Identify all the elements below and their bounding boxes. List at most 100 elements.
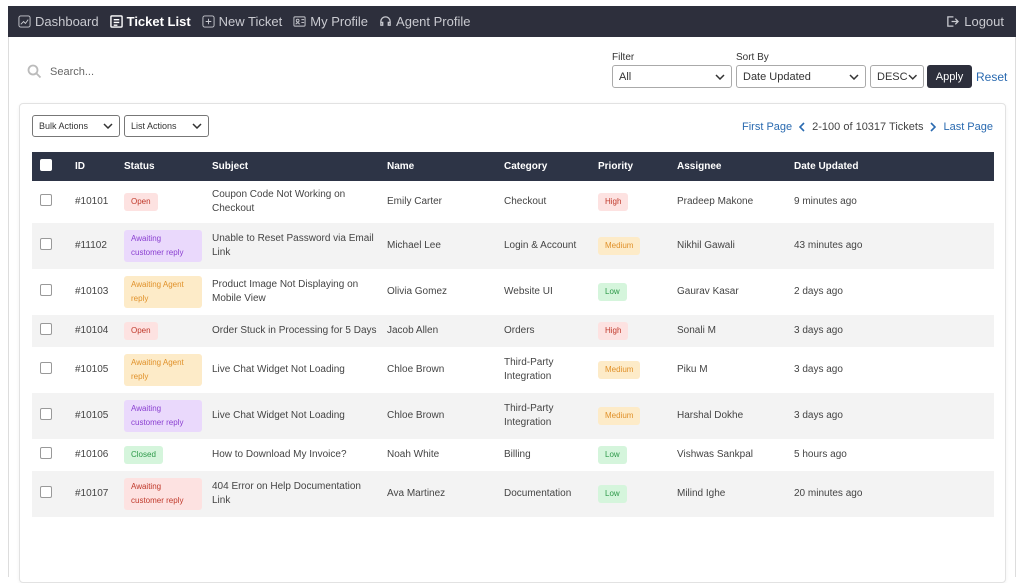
- assignee: Gaurav Kasar: [677, 286, 739, 297]
- priority-badge: Low: [598, 283, 627, 301]
- nav-agent-profile[interactable]: Agent Profile: [379, 14, 470, 29]
- status-badge: Awaiting customer reply: [124, 400, 202, 432]
- priority-badge: Medium: [598, 407, 641, 425]
- date-updated: 5 hours ago: [794, 449, 847, 460]
- checkbox[interactable]: [40, 322, 52, 335]
- status-badge: Open: [124, 193, 158, 211]
- category: Billing: [504, 449, 531, 460]
- checkbox[interactable]: [40, 159, 52, 171]
- subject: Live Chat Widget Not Loading: [212, 364, 345, 375]
- ticket-row[interactable]: #10105 Awaiting customer reply Live Chat W…: [32, 393, 994, 439]
- priority-badge: Medium: [598, 237, 641, 255]
- nav-label: My Profile: [310, 14, 369, 29]
- select-cell: [32, 315, 75, 347]
- filter-select[interactable]: All: [612, 65, 732, 88]
- priority-cell: High: [598, 181, 677, 223]
- reset-link[interactable]: Reset: [976, 70, 1008, 84]
- nav-new-ticket[interactable]: New Ticket: [202, 14, 283, 29]
- checkbox[interactable]: [40, 446, 52, 459]
- list-actions[interactable]: List Actions: [124, 115, 209, 137]
- next-icon[interactable]: [930, 122, 937, 132]
- checkbox[interactable]: [40, 407, 52, 420]
- checkbox[interactable]: [40, 193, 52, 206]
- search-box[interactable]: Search...: [27, 64, 94, 79]
- last-page[interactable]: Last Page: [943, 121, 993, 133]
- nav-my-profile[interactable]: My Profile: [293, 14, 368, 29]
- table-body: #10101 Open Coupon Code Not Working on Che…: [32, 181, 994, 517]
- nav-ticket-list[interactable]: Ticket List: [109, 14, 191, 29]
- sort-select[interactable]: Date Updated: [736, 65, 866, 88]
- ticket-id: #11102: [75, 223, 124, 269]
- ticket-id: #10104: [75, 315, 124, 347]
- nav-label: Ticket List: [126, 14, 191, 29]
- assignee: Pradeep Makone: [677, 196, 754, 207]
- status-cell: Awaiting customer reply: [124, 223, 212, 269]
- first-page[interactable]: First Page: [742, 121, 793, 133]
- select-cell: [32, 269, 75, 315]
- priority-cell: Medium: [598, 347, 677, 393]
- category: Documentation: [504, 471, 598, 517]
- checkbox[interactable]: [40, 283, 52, 296]
- priority-cell: Low: [598, 269, 677, 315]
- select-cell: [32, 347, 75, 393]
- nav-bar: Dashboard Ticket List New Ticket My Prof…: [8, 6, 1016, 37]
- page: Dashboard Ticket List New Ticket My Prof…: [8, 6, 1016, 583]
- priority-cell: Low: [598, 471, 677, 517]
- ticket-row[interactable]: #10101 Open Coupon Code Not Working on Che…: [32, 181, 994, 223]
- header-row: ID Status Subject Name Category Priority Assig…: [32, 152, 994, 181]
- ticket-row[interactable]: #10106 Closed How to Download My Invoice? N…: [32, 439, 994, 471]
- select-value: All: [619, 70, 632, 83]
- priority-cell: Low: [598, 439, 677, 471]
- status-cell: Awaiting customer reply: [124, 471, 212, 517]
- subject: How to Download My Invoice?: [212, 449, 347, 460]
- status-cell: Closed: [124, 439, 212, 471]
- nav-dashboard[interactable]: Dashboard: [18, 14, 99, 29]
- select-cell: [32, 393, 75, 439]
- category: Orders: [504, 315, 598, 347]
- apply-button[interactable]: Apply: [927, 65, 972, 88]
- order-select[interactable]: DESC: [870, 65, 924, 88]
- ticket-row[interactable]: #10107 Awaiting customer reply 404 Error o…: [32, 471, 994, 517]
- ticket-row[interactable]: #10105 Awaiting Agent reply Live Chat Widg…: [32, 347, 994, 393]
- category: Third-Party Integration: [504, 393, 598, 439]
- status-cell: Awaiting Agent reply: [124, 347, 212, 393]
- bulk-actions[interactable]: Bulk Actions: [32, 115, 120, 137]
- checkbox[interactable]: [40, 361, 52, 374]
- select-value: List Actions: [131, 121, 177, 131]
- nav-label: New Ticket: [218, 14, 283, 29]
- customer-name: Emily Carter: [387, 196, 443, 207]
- customer-name: Chloe Brown: [387, 364, 445, 375]
- select-value: Bulk Actions: [39, 121, 89, 131]
- customer-name: Chloe Brown: [387, 393, 504, 439]
- ticket-id: #10103: [75, 286, 109, 297]
- column-header: Date Updated: [794, 152, 994, 181]
- ticket-row[interactable]: #10104 Open Order Stuck in Processing for …: [32, 315, 994, 347]
- select-value: Date Updated: [743, 70, 811, 83]
- ticket-id: #10105: [75, 364, 109, 375]
- priority-cell: High: [598, 315, 677, 347]
- ticket-id: #10106: [75, 449, 109, 460]
- select-cell: [32, 223, 75, 269]
- nav-logout[interactable]: Logout: [946, 14, 1004, 29]
- checkbox[interactable]: [40, 237, 52, 250]
- category: Login & Account: [504, 223, 598, 269]
- column-header: Priority: [598, 152, 677, 181]
- priority-cell: Medium: [598, 393, 677, 439]
- column-header: Subject: [212, 152, 387, 181]
- date-updated: 3 days ago: [794, 315, 994, 347]
- ticket-row[interactable]: #11102 Awaiting customer reply Unable to R…: [32, 223, 994, 269]
- ticket-row[interactable]: #10103 Awaiting Agent reply Product Image …: [32, 269, 994, 315]
- category: Third-Party Integration: [504, 357, 554, 382]
- priority-cell: Medium: [598, 223, 677, 269]
- date-updated: 3 days ago: [794, 364, 843, 375]
- nav-label: Logout: [964, 14, 1004, 29]
- prev-icon[interactable]: [799, 122, 805, 132]
- priority-badge: High: [598, 193, 629, 211]
- checkbox[interactable]: [40, 485, 52, 498]
- column-header: Status: [124, 152, 212, 181]
- pagination: First Page 2-100 of 10317 Tickets Last P…: [742, 121, 993, 133]
- status-badge: Awaiting Agent reply: [124, 354, 202, 386]
- priority-badge: Low: [598, 485, 627, 503]
- customer-name: Noah White: [387, 449, 440, 460]
- status-cell: Open: [124, 181, 212, 223]
